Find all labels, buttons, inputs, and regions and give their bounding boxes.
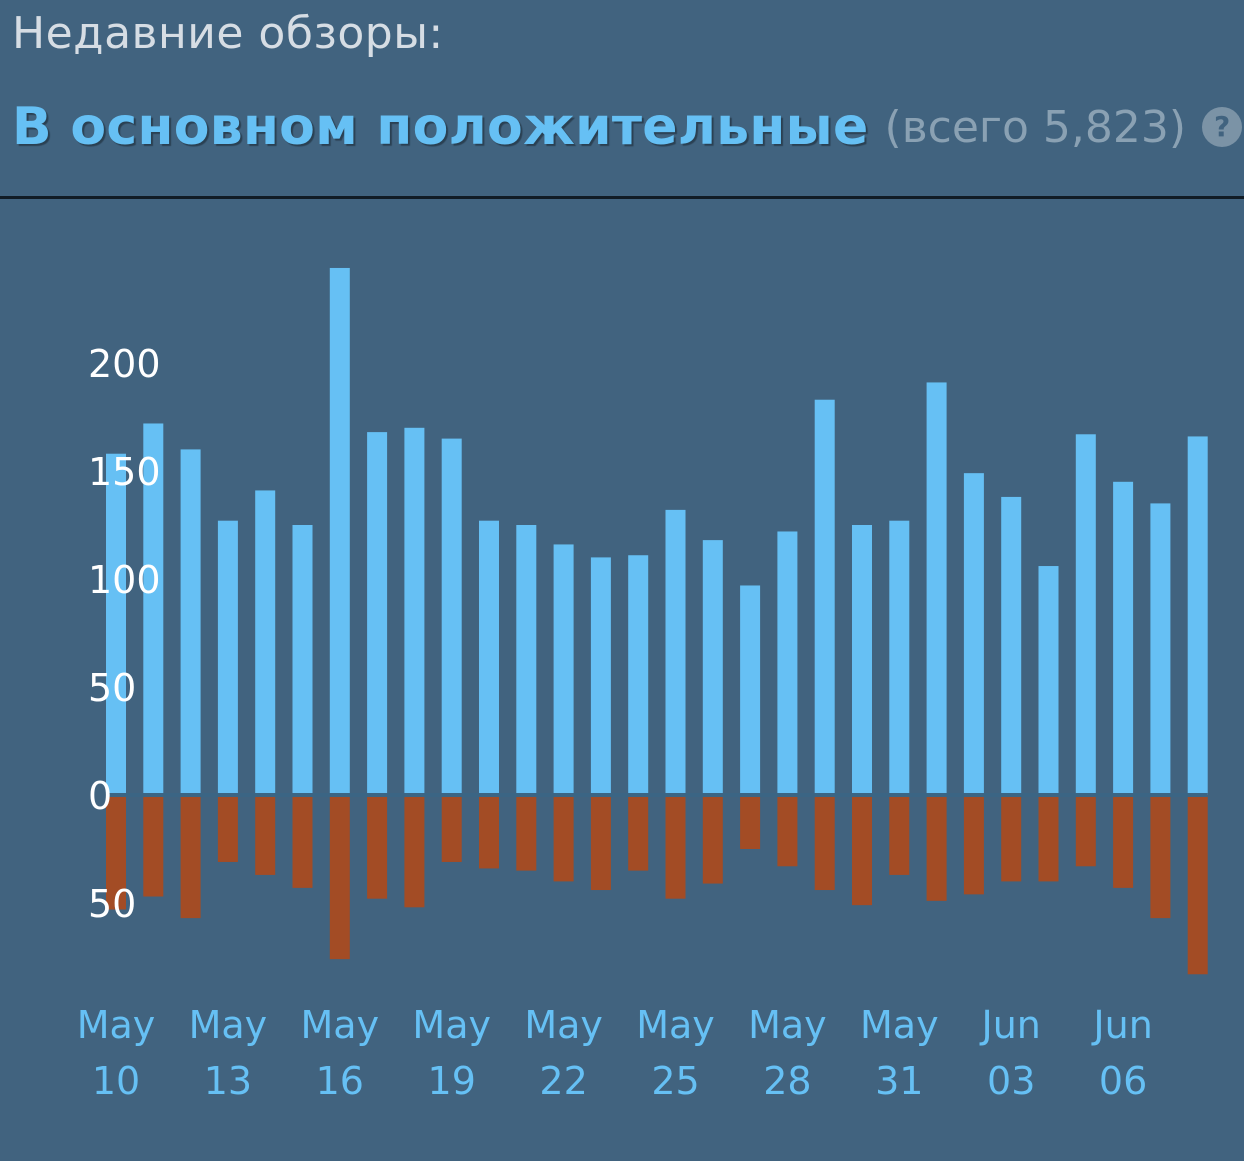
negative-bar-jun-05[interactable] <box>1075 795 1096 867</box>
x-axis-ticks: May 10 May 13 May 16 May 19 May 22 May 25 May 28 May 31… <box>77 1003 1153 1103</box>
positive-bar-may-12[interactable] <box>180 449 201 795</box>
x-tick-month: May <box>636 1003 715 1047</box>
positive-bar-may-31[interactable] <box>889 520 910 795</box>
negative-bar-jun-04[interactable] <box>1038 795 1059 882</box>
positive-bar-jun-05[interactable] <box>1075 434 1096 795</box>
negative-bar-may-20[interactable] <box>479 795 499 869</box>
x-tick-month: May <box>301 1003 380 1047</box>
header-divider <box>0 196 1244 199</box>
positive-bar-may-30[interactable] <box>852 525 872 795</box>
positive-bar-may-27[interactable] <box>740 585 761 795</box>
positive-bar-may-23[interactable] <box>590 557 611 795</box>
x-tick-month: May <box>77 1003 156 1047</box>
positive-bar-jun-07[interactable] <box>1150 503 1171 795</box>
positive-bar-may-24[interactable] <box>628 555 649 795</box>
positive-bars-group <box>106 267 1208 796</box>
negative-bar-jun-06[interactable] <box>1113 795 1134 888</box>
negative-bar-may-27[interactable] <box>740 795 761 849</box>
positive-bar-may-15[interactable] <box>292 525 313 795</box>
x-tick-month: Jun <box>980 1003 1041 1047</box>
negative-bar-may-29[interactable] <box>814 795 835 891</box>
negative-bar-may-12[interactable] <box>180 795 201 919</box>
negative-bar-may-10[interactable] <box>106 795 126 910</box>
x-tick-month: Jun <box>1091 1003 1152 1047</box>
positive-bar-jun-02[interactable] <box>963 473 984 795</box>
x-tick-day: 25 <box>651 1059 699 1103</box>
x-tick-day: 13 <box>204 1059 252 1103</box>
positive-bar-may-29[interactable] <box>814 399 835 795</box>
x-tick-day: 10 <box>92 1059 140 1103</box>
negative-bar-jun-01[interactable] <box>926 795 947 901</box>
x-tick-day: 16 <box>316 1059 364 1103</box>
x-tick-day: 22 <box>539 1059 587 1103</box>
positive-bar-jun-04[interactable] <box>1038 566 1059 795</box>
x-tick-month: May <box>748 1003 827 1047</box>
negative-bar-may-24[interactable] <box>628 795 649 871</box>
y-tick-label: 0 <box>88 774 112 818</box>
negative-bar-may-17[interactable] <box>367 795 388 899</box>
x-tick-month: May <box>412 1003 491 1047</box>
positive-bar-jun-01[interactable] <box>926 382 947 795</box>
positive-bar-may-10[interactable] <box>106 453 126 795</box>
positive-bar-may-11[interactable] <box>143 423 164 795</box>
positive-bar-may-16[interactable] <box>329 267 350 796</box>
positive-bar-may-18[interactable] <box>404 427 425 795</box>
positive-bar-may-19[interactable] <box>441 438 462 795</box>
x-tick-day: 28 <box>763 1059 811 1103</box>
help-icon[interactable]: ? <box>1202 107 1243 147</box>
negative-bar-may-15[interactable] <box>292 795 313 888</box>
negative-bar-jun-08[interactable] <box>1187 795 1208 975</box>
y-tick-label: 150 <box>88 450 161 494</box>
positive-bar-may-14[interactable] <box>255 490 276 795</box>
positive-bar-may-21[interactable] <box>516 525 537 795</box>
negative-bar-may-13[interactable] <box>217 795 238 862</box>
negative-bar-may-28[interactable] <box>777 795 798 867</box>
negative-bar-may-18[interactable] <box>404 795 425 908</box>
negative-bars-group <box>106 795 1208 975</box>
x-tick-day: 03 <box>987 1059 1035 1103</box>
negative-bar-may-23[interactable] <box>590 795 611 891</box>
negative-bar-may-11[interactable] <box>143 795 164 897</box>
review-total-count: (всего 5,823) <box>884 101 1187 153</box>
positive-bar-may-26[interactable] <box>702 540 723 795</box>
negative-bar-may-30[interactable] <box>852 795 872 906</box>
y-tick-label: 50 <box>88 882 136 926</box>
positive-bar-may-17[interactable] <box>367 432 388 795</box>
positive-bar-may-22[interactable] <box>553 544 574 795</box>
positive-bar-jun-03[interactable] <box>1001 496 1022 795</box>
y-axis-ticks: 200 150 100 50 0 50 <box>88 342 161 926</box>
positive-bar-jun-06[interactable] <box>1113 481 1134 795</box>
negative-bar-jun-02[interactable] <box>963 795 984 895</box>
negative-bar-may-25[interactable] <box>665 795 686 899</box>
negative-bar-may-22[interactable] <box>553 795 574 882</box>
review-summary-label[interactable]: В основном положительные <box>12 97 869 157</box>
x-tick-day: 31 <box>875 1059 923 1103</box>
y-tick-label: 200 <box>88 342 161 386</box>
negative-bar-may-19[interactable] <box>441 795 462 862</box>
negative-bar-jun-07[interactable] <box>1150 795 1171 919</box>
positive-bar-may-13[interactable] <box>217 520 238 795</box>
y-tick-label: 100 <box>88 558 161 602</box>
positive-bar-may-28[interactable] <box>777 531 798 795</box>
review-summary: В основном положительные (всего 5,823) ? <box>12 92 1243 162</box>
x-tick-day: 19 <box>428 1059 476 1103</box>
negative-bar-may-21[interactable] <box>516 795 537 871</box>
negative-bar-may-31[interactable] <box>889 795 910 875</box>
y-tick-label: 50 <box>88 666 136 710</box>
x-tick-month: May <box>524 1003 603 1047</box>
positive-bar-may-25[interactable] <box>665 509 686 795</box>
x-tick-month: May <box>860 1003 939 1047</box>
negative-bar-may-14[interactable] <box>255 795 276 875</box>
negative-bar-may-26[interactable] <box>702 795 723 884</box>
recent-reviews-heading: Недавние обзоры: <box>12 8 444 59</box>
negative-bar-may-16[interactable] <box>329 795 350 960</box>
x-tick-day: 06 <box>1099 1059 1147 1103</box>
negative-bar-jun-03[interactable] <box>1001 795 1022 882</box>
x-tick-month: May <box>189 1003 268 1047</box>
positive-bar-jun-08[interactable] <box>1187 436 1208 795</box>
positive-bar-may-20[interactable] <box>479 520 499 795</box>
